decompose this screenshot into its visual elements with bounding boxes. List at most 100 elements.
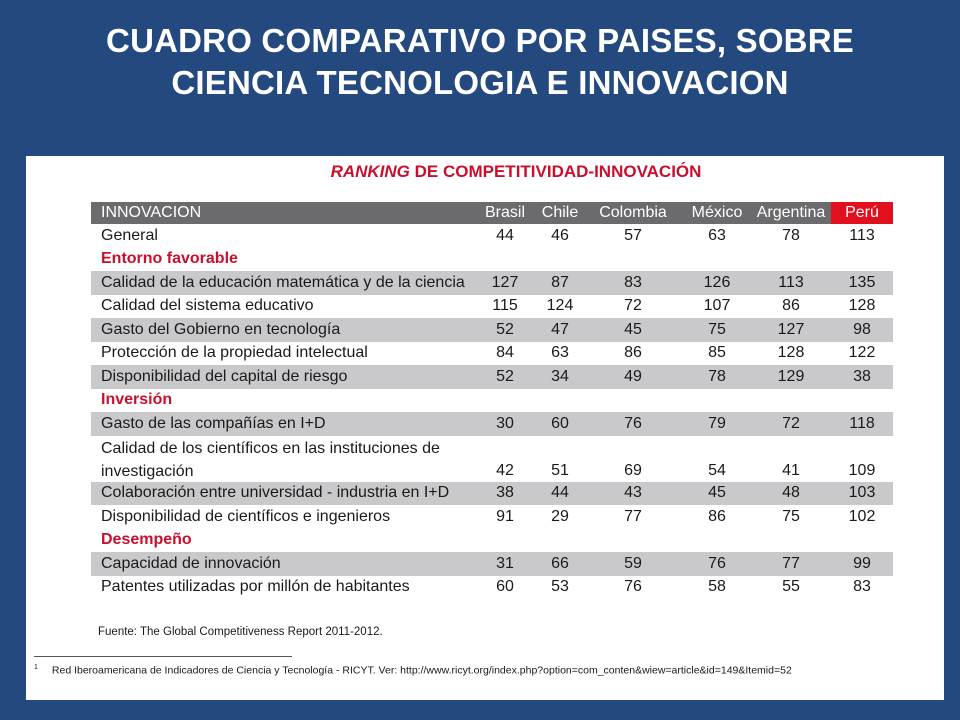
cell-colombia: 86 bbox=[624, 344, 642, 362]
cell-chile: 87 bbox=[551, 273, 569, 291]
table-row: Calidad de la educación matemática y de … bbox=[91, 271, 893, 295]
cell-brasil: 38 bbox=[496, 484, 514, 502]
cell-mexico: 63 bbox=[708, 226, 726, 244]
cell-peru: 118 bbox=[849, 414, 875, 432]
cell-chile: 60 bbox=[551, 414, 569, 432]
cell-mexico: 126 bbox=[703, 273, 731, 291]
row-label: Protección de la propiedad intelectual bbox=[101, 344, 368, 362]
table-row: General 44 46 57 63 78 113 bbox=[91, 224, 893, 248]
cell-mexico: 85 bbox=[708, 344, 726, 362]
section-label: Inversión bbox=[101, 391, 173, 409]
header-brasil: Brasil bbox=[484, 204, 525, 221]
section-heading: Inversión bbox=[91, 389, 893, 413]
cell-mexico: 45 bbox=[708, 484, 726, 502]
cell-peru: 135 bbox=[848, 273, 876, 291]
cell-mexico: 76 bbox=[708, 554, 726, 572]
cell-brasil: 52 bbox=[496, 367, 514, 385]
cell-peru: 128 bbox=[848, 297, 876, 315]
cell-argentina: 48 bbox=[782, 484, 800, 502]
footnote: 1 Red Iberoamericana de Indicadores de Ci… bbox=[34, 664, 792, 677]
table-row: Disponibilidad del capital de riesgo 52 … bbox=[91, 365, 893, 389]
cell-colombia: 57 bbox=[624, 226, 642, 244]
cell-chile: 124 bbox=[546, 297, 574, 315]
cell-colombia: 72 bbox=[624, 297, 642, 315]
cell-argentina: 129 bbox=[777, 367, 805, 385]
cell-brasil: 31 bbox=[496, 554, 514, 572]
cell-brasil: 60 bbox=[496, 578, 514, 596]
cell-brasil: 52 bbox=[496, 320, 514, 338]
cell-colombia: 59 bbox=[624, 554, 642, 572]
table-row: Gasto del Gobierno en tecnología 52 47 4… bbox=[91, 318, 893, 342]
cell-chile: 66 bbox=[551, 554, 569, 572]
cell-argentina: 75 bbox=[782, 507, 800, 525]
cell-chile: 34 bbox=[551, 367, 569, 385]
cell-brasil: 91 bbox=[496, 507, 514, 525]
section-label: Entorno favorable bbox=[101, 250, 238, 268]
cell-chile: 44 bbox=[551, 484, 569, 502]
footnote-text: Red Iberoamericana de Indicadores de Cie… bbox=[51, 664, 792, 677]
table-row: Patentes utilizadas por millón de habita… bbox=[91, 576, 893, 600]
cell-colombia: 45 bbox=[624, 320, 642, 338]
cell-mexico: 54 bbox=[708, 461, 726, 479]
header-argentina: Argentina bbox=[756, 204, 826, 221]
cell-colombia: 43 bbox=[624, 484, 642, 502]
cell-chile: 53 bbox=[551, 578, 569, 596]
cell-mexico: 75 bbox=[708, 320, 726, 338]
cell-brasil: 30 bbox=[496, 414, 514, 432]
row-label: Calidad del sistema educativo bbox=[101, 297, 314, 315]
header-chile: Chile bbox=[541, 204, 579, 221]
table-row: Calidad de los científicos en las instit… bbox=[91, 436, 893, 482]
section-heading: Desempeño bbox=[91, 529, 893, 553]
cell-peru: 98 bbox=[853, 320, 871, 338]
cell-brasil: 42 bbox=[496, 461, 514, 479]
row-label: Colaboración entre universidad - industr… bbox=[101, 484, 450, 502]
cell-argentina: 127 bbox=[777, 320, 805, 338]
cell-peru: 102 bbox=[848, 507, 876, 525]
cell-peru: 109 bbox=[848, 461, 876, 479]
table-source: Fuente: The Global Competitiveness Repor… bbox=[98, 626, 383, 638]
cell-chile: 51 bbox=[551, 461, 569, 479]
cell-peru: 83 bbox=[853, 578, 871, 596]
row-label: Disponibilidad de científicos e ingenier… bbox=[101, 507, 391, 525]
cell-argentina: 77 bbox=[782, 554, 800, 572]
slide-title-line-1: CUADRO COMPARATIVO POR PAISES, SOBRE bbox=[106, 22, 854, 59]
table-row: Protección de la propiedad intelectual 8… bbox=[91, 342, 893, 366]
cell-argentina: 86 bbox=[782, 297, 800, 315]
slide-title-line-2: CIENCIA TECNOLOGIA E INNOVACION bbox=[171, 64, 789, 101]
cell-argentina: 41 bbox=[782, 461, 800, 479]
cell-colombia: 83 bbox=[624, 273, 642, 291]
header-colombia: Colombia bbox=[599, 204, 667, 221]
row-label: Calidad de la educación matemática y de … bbox=[101, 273, 465, 291]
cell-argentina: 55 bbox=[782, 578, 800, 596]
table-row: Colaboración entre universidad - industr… bbox=[91, 481, 893, 505]
row-label: Patentes utilizadas por millón de habita… bbox=[101, 578, 410, 596]
table-row: Gasto de las compañías en I+D 30 60 76 7… bbox=[91, 412, 893, 436]
table-title: RANKING DE COMPETITIVIDAD-INNOVACIÓN bbox=[26, 162, 960, 182]
header-label: INNOVACION bbox=[101, 204, 202, 221]
cell-brasil: 127 bbox=[491, 273, 519, 291]
footnote-divider bbox=[34, 656, 292, 657]
cell-mexico: 107 bbox=[703, 297, 731, 315]
cell-argentina: 78 bbox=[782, 226, 800, 244]
section-heading: Entorno favorable bbox=[91, 248, 893, 272]
slide-title: CUADRO COMPARATIVO POR PAISES, SOBRE CIE… bbox=[0, 20, 960, 104]
cell-mexico: 79 bbox=[708, 414, 726, 432]
cell-peru: 103 bbox=[848, 484, 876, 502]
ranking-image-panel: RANKING DE COMPETITIVIDAD-INNOVACIÓN INN… bbox=[26, 156, 944, 700]
cell-brasil: 44 bbox=[496, 226, 514, 244]
row-label: Calidad de los científicos en las instit… bbox=[101, 439, 440, 480]
table-title-italic: RANKING bbox=[330, 162, 410, 181]
row-label: Disponibilidad del capital de riesgo bbox=[101, 367, 348, 385]
cell-mexico: 78 bbox=[708, 367, 726, 385]
table-header-row: INNOVACION Brasil Chile Colombia México … bbox=[91, 202, 893, 224]
section-label: Desempeño bbox=[101, 531, 192, 549]
cell-argentina: 128 bbox=[777, 344, 805, 362]
row-label: General bbox=[101, 226, 158, 244]
footnote-marker: 1 bbox=[34, 664, 38, 671]
table-row: Disponibilidad de científicos e ingenier… bbox=[91, 505, 893, 529]
table-row: Capacidad de innovación 31 66 59 76 77 9… bbox=[91, 552, 893, 576]
cell-peru: 38 bbox=[853, 367, 871, 385]
table-row: Calidad del sistema educativo 115 124 72… bbox=[91, 295, 893, 319]
cell-argentina: 72 bbox=[782, 414, 800, 432]
cell-colombia: 69 bbox=[624, 461, 642, 479]
